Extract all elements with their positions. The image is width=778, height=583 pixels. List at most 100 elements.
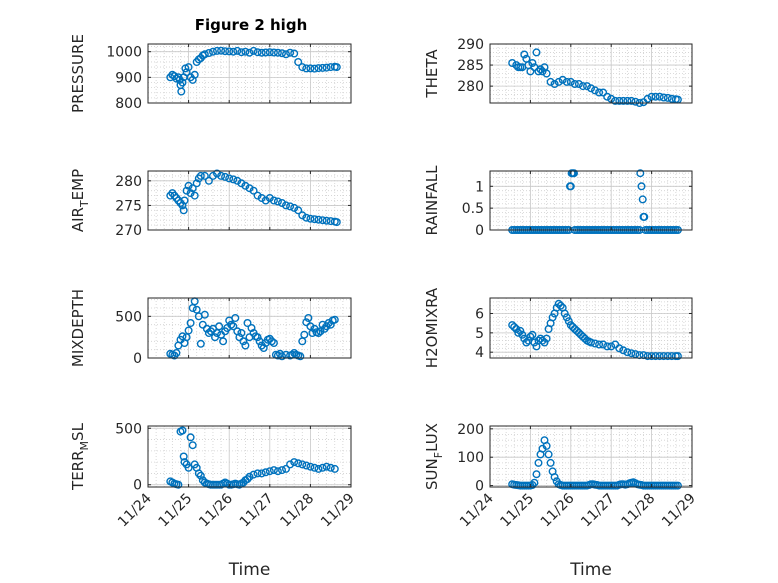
data-point [548,313,557,322]
data-point [215,322,224,331]
data-point [326,463,335,472]
subplot-5: 0 500 MIXDEPTH [69,289,352,367]
x-tick-label: 11/29 [659,491,699,531]
data-point [257,193,266,202]
data-point [520,50,529,59]
data-point [257,48,266,57]
data-point [261,468,270,477]
data-point [212,46,221,55]
data-point [324,319,333,328]
x-tick-label: 11/26 [538,490,578,530]
data-point [182,68,191,77]
data-point [637,182,646,191]
data-point [200,310,209,319]
data-point [278,198,287,207]
data-point [534,67,543,76]
x-tick-label: 11/27 [578,491,618,531]
data-point [194,469,203,478]
y-tick-label: 6 [475,306,484,322]
data-point [177,87,186,96]
data-point [172,349,181,358]
data-point [615,96,624,105]
data-point [196,339,205,348]
y-axis-label: SUNFLUX [423,423,445,490]
data-point [516,326,525,335]
data-point [607,342,616,351]
data-point [188,75,197,84]
data-point [302,318,311,327]
data-point [190,70,199,79]
data-point [257,469,266,478]
axes-box [489,425,693,488]
axes-box [147,170,352,231]
data-point [204,329,213,338]
data-point [269,339,278,348]
data-point [237,179,246,188]
data-point [643,352,652,361]
data-point [186,319,195,328]
data-point [538,336,547,345]
data-point [518,330,527,339]
y-tick-label: 500 [115,309,142,325]
x-tick-label: 11/27 [237,491,277,531]
data-point [204,49,213,58]
data-point [298,460,307,469]
data-point [574,79,583,88]
data-point [304,314,313,323]
data-point [231,314,240,323]
data-point [290,49,299,58]
data-point [243,319,252,328]
data-point [265,467,274,476]
data-point [241,47,250,56]
data-point [310,463,319,472]
data-point [578,82,587,91]
data-point [200,50,209,59]
data-point [269,48,278,57]
data-point [510,323,519,332]
data-point [196,171,205,180]
data-point [178,201,187,210]
x-tick-label: 11/28 [277,491,317,531]
data-point [278,352,287,361]
data-point [542,69,551,78]
data-point [627,349,636,358]
data-point [528,59,537,68]
data-point [227,320,236,329]
data-point [174,480,183,489]
data-point [229,47,238,56]
y-axis-label: PRESSURE [69,34,87,113]
data-point [253,191,262,200]
axes-box [489,170,693,231]
data-point [326,320,335,329]
data-point [655,352,664,361]
data-point [636,169,645,178]
y-axis-label: H2OMIXRA [423,287,441,368]
data-point [591,86,600,95]
data-point [188,441,197,450]
data-point [180,196,189,205]
data-point [179,452,188,461]
data-point [221,47,230,56]
data-point [200,171,209,180]
data-point [651,92,660,101]
figure-title: Figure 2 high [195,16,308,34]
y-tick-label: 1 [475,179,484,195]
data-point [330,315,339,324]
data-point [314,215,323,224]
data-point [673,481,682,490]
data-point [673,352,682,361]
data-point [655,92,664,101]
data-point [290,458,299,467]
y-tick-label: 0 [475,223,484,239]
x-tick-label: 11/25 [497,491,537,531]
data-point [294,206,303,215]
data-point [542,441,551,450]
data-point [265,48,274,57]
y-tick-label: 0 [133,478,142,494]
x-tick-label: 11/24 [115,490,155,530]
data-point [587,84,596,93]
data-point [269,196,278,205]
y-tick-label: 900 [115,70,142,86]
data-point [619,346,628,355]
subplot-4: 0 0.5 1 RAINFALL [423,165,693,239]
